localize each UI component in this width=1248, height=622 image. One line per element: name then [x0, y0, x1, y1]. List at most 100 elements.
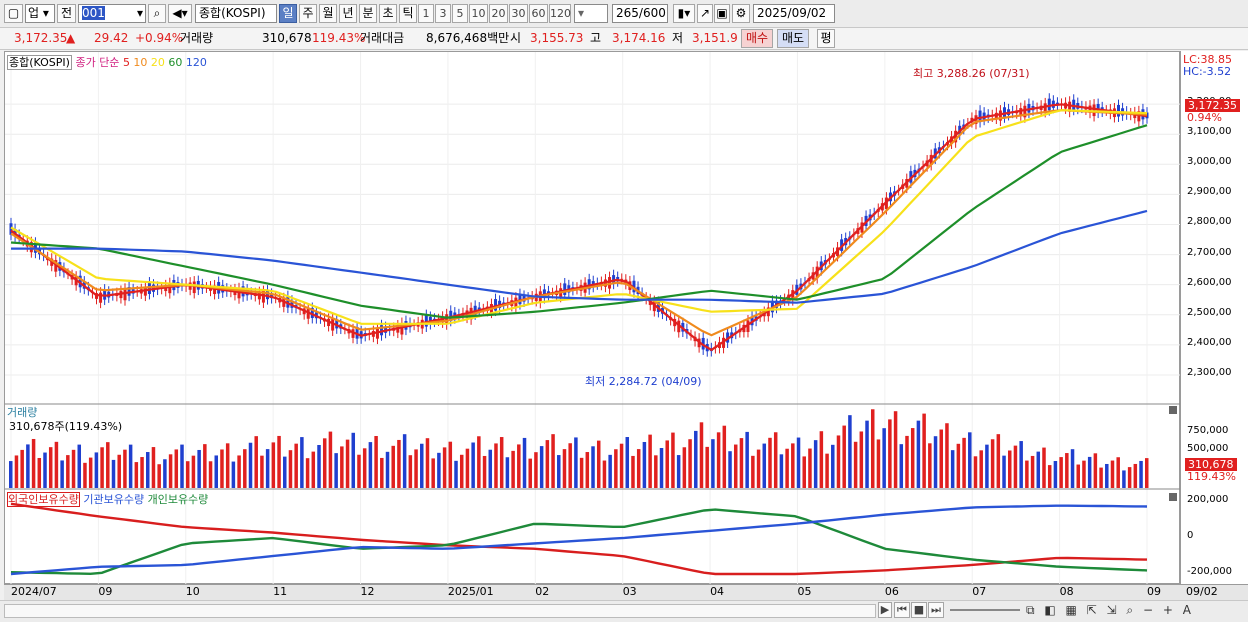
- x-tick: 03: [622, 585, 637, 598]
- period-tab-0[interactable]: 일: [279, 4, 297, 23]
- volume-bar: [180, 444, 184, 488]
- scrollbar[interactable]: [4, 604, 876, 618]
- x-tick: 11: [273, 585, 288, 598]
- volume-bar: [494, 443, 498, 488]
- minute-tab-10[interactable]: 10: [469, 4, 488, 23]
- scroll-right-icon[interactable]: ▶: [878, 602, 892, 618]
- volume-bar: [203, 444, 207, 488]
- candle-type-icon[interactable]: ▮▾: [673, 4, 695, 23]
- volume-bar: [1053, 461, 1058, 488]
- candle-body: [494, 299, 498, 311]
- volume-bar: [853, 441, 858, 488]
- amount-label: 거래대금: [360, 31, 405, 45]
- speaker-icon[interactable]: ◀▾: [168, 4, 192, 23]
- volume-bar: [248, 442, 253, 488]
- candle-body: [192, 281, 196, 294]
- volume-bar: [48, 447, 53, 488]
- period-tab-3[interactable]: 년: [339, 4, 357, 23]
- minute-tab-3[interactable]: 3: [435, 4, 451, 23]
- candle-body: [1072, 99, 1076, 110]
- volume-bar: [831, 444, 835, 488]
- period-tab-1[interactable]: 주: [299, 4, 317, 23]
- volume-bar: [973, 456, 978, 488]
- last-icon[interactable]: ⏭: [928, 602, 944, 618]
- window-icon[interactable]: ▢: [4, 4, 23, 23]
- candle-body: [9, 223, 13, 235]
- volume-bar: [1093, 453, 1098, 488]
- volume-bar: [551, 434, 555, 488]
- volume-bar: [482, 455, 487, 488]
- volume-bar: [420, 443, 424, 488]
- volume-tick: 500,000: [1187, 443, 1229, 454]
- tool-icons[interactable]: ⧉ ◧ ▦ ⇱ ⇲ ⌕ − + A: [1026, 603, 1194, 617]
- volume-bar: [146, 452, 150, 488]
- volume-bar: [1036, 451, 1041, 488]
- x-tick: 09: [98, 585, 113, 598]
- volume-bar: [174, 449, 179, 488]
- volume-bar: [488, 449, 493, 488]
- candle-body: [266, 290, 270, 300]
- volume-bar: [300, 437, 304, 488]
- holding-line-2: [10, 504, 1148, 576]
- close-panel-icon[interactable]: [1169, 406, 1177, 414]
- volume-bar: [94, 452, 99, 488]
- volume-bar: [716, 432, 721, 488]
- period-select[interactable]: ▾: [574, 4, 608, 23]
- chart-area[interactable]: 종합(KOSPI) 종가 단순 5 10 20 60 120 거래량 310,6…: [4, 51, 1181, 585]
- open-value: 3,155.73: [530, 31, 584, 45]
- eval-button[interactable]: 평: [817, 29, 835, 48]
- change-pct: +0.94%: [135, 31, 184, 45]
- date-field[interactable]: 2025/09/02: [753, 4, 835, 23]
- amount-value: 8,676,468백만: [426, 31, 510, 45]
- candle-body: [632, 280, 636, 293]
- gear-icon[interactable]: ⚙: [732, 4, 750, 23]
- volume-bar: [283, 456, 287, 488]
- volume-bar: [585, 452, 590, 488]
- minute-tab-20[interactable]: 20: [489, 4, 508, 23]
- first-icon[interactable]: ⏮: [894, 602, 910, 618]
- volume-bar: [796, 437, 801, 488]
- volume-bar: [813, 440, 818, 488]
- x-tick: 04: [710, 585, 725, 598]
- count-field[interactable]: 265/600: [612, 4, 668, 23]
- volume-bar: [545, 440, 550, 488]
- volume-bar: [596, 440, 601, 488]
- period-tab-6[interactable]: 틱: [399, 4, 417, 23]
- minute-tab-1[interactable]: 1: [418, 4, 434, 23]
- search-icon[interactable]: ⌕: [148, 4, 166, 23]
- buy-button[interactable]: 매수: [741, 29, 773, 48]
- minute-tab-30[interactable]: 30: [509, 4, 528, 23]
- chart-tool-icon[interactable]: ↗: [697, 4, 713, 23]
- volume-bar: [208, 461, 213, 488]
- close-panel-icon-2[interactable]: [1169, 493, 1177, 501]
- save-icon[interactable]: ▣: [714, 4, 730, 23]
- volume-bar: [1047, 465, 1052, 488]
- period-tab-4[interactable]: 분: [359, 4, 377, 23]
- prev-button[interactable]: 전: [57, 4, 76, 23]
- volume-bar: [779, 454, 784, 488]
- volume-bar: [106, 442, 110, 488]
- volume-bar: [659, 448, 664, 488]
- code-input[interactable]: 001 ▾: [78, 4, 146, 23]
- market-type-select[interactable]: 업 ▾: [25, 4, 55, 23]
- stop-icon[interactable]: ■: [911, 602, 927, 618]
- minute-tab-60[interactable]: 60: [529, 4, 548, 23]
- minute-tab-120[interactable]: 120: [549, 4, 571, 23]
- volume-bar: [425, 438, 430, 488]
- zoom-slider[interactable]: [950, 609, 1020, 611]
- period-tab-5[interactable]: 초: [379, 4, 397, 23]
- chevron-down-icon[interactable]: ▾: [136, 6, 143, 20]
- period-tab-2[interactable]: 월: [319, 4, 337, 23]
- volume-bar: [579, 457, 584, 488]
- minute-tab-5[interactable]: 5: [452, 4, 468, 23]
- high-value: 3,174.16: [612, 31, 666, 45]
- candle-body: [99, 292, 103, 303]
- volume-bar: [322, 438, 327, 488]
- count-value: 265: [616, 6, 639, 20]
- volume-bar: [1082, 460, 1086, 488]
- ma-line-20: [10, 109, 1148, 325]
- volume-bar: [77, 444, 82, 488]
- sell-button[interactable]: 매도: [777, 29, 809, 48]
- volume-bar: [671, 432, 675, 488]
